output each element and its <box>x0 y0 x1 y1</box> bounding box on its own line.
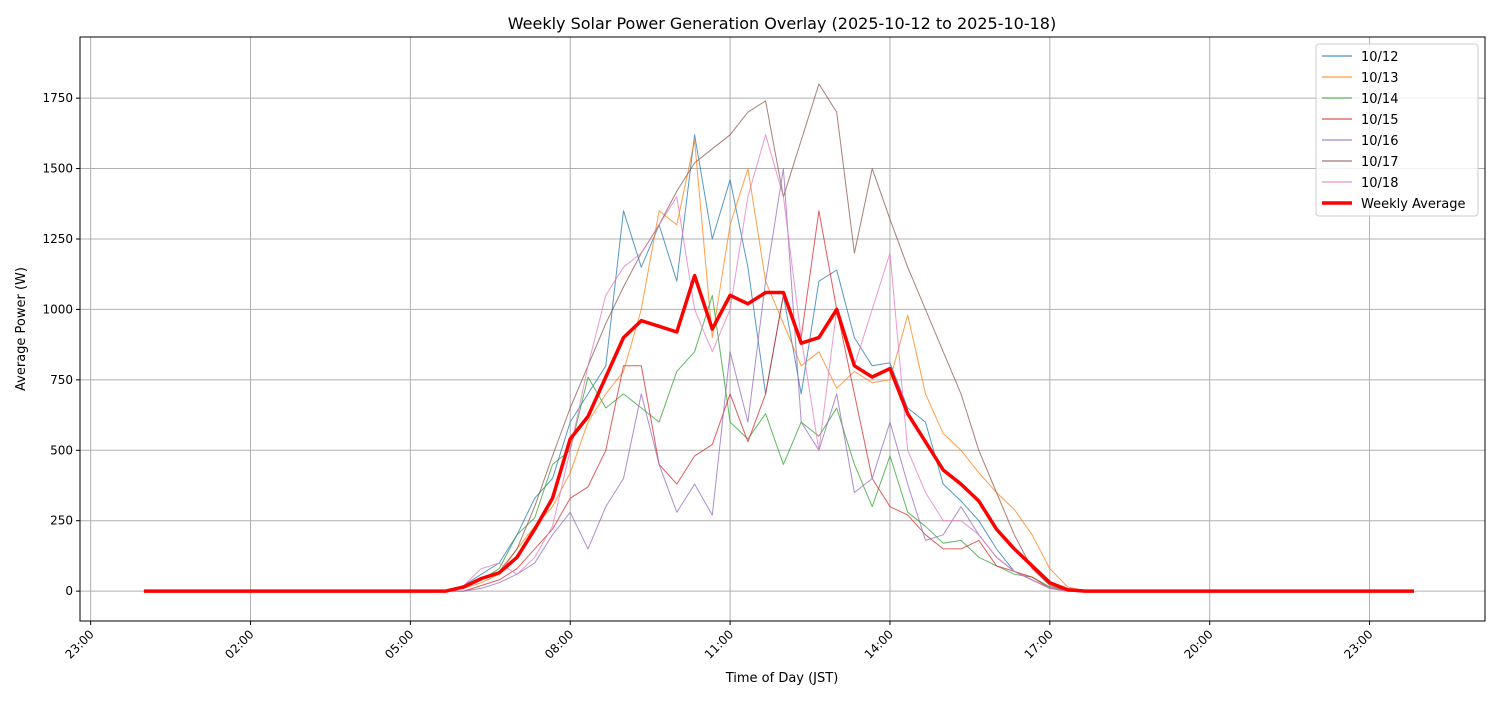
x-tick-label: 11:00 <box>702 627 736 661</box>
series-line-10-13 <box>143 139 1414 592</box>
y-tick-label: 0 <box>65 584 73 598</box>
y-axis-ticks: 0 250 500 750 1000 1250 1500 1750 <box>42 91 80 598</box>
series-line-weekly-average <box>143 273 1414 593</box>
legend-label: Weekly Average <box>1361 197 1465 212</box>
series-line-10-12 <box>143 134 1414 592</box>
x-tick-label: 02:00 <box>222 627 256 661</box>
x-tick-label: 20:00 <box>1181 627 1215 661</box>
x-tick-label: 05:00 <box>382 627 416 661</box>
series-line-10-14 <box>143 294 1414 592</box>
series-lines <box>143 83 1414 593</box>
legend-label: 10/16 <box>1361 134 1398 149</box>
series-line-10-15 <box>143 210 1414 592</box>
series-line-10-18 <box>143 134 1414 592</box>
y-tick-label: 1250 <box>42 232 73 246</box>
y-tick-label: 750 <box>50 373 73 387</box>
series-line-10-17 <box>143 83 1414 592</box>
x-tick-label: 23:00 <box>1341 627 1375 661</box>
y-tick-label: 1500 <box>42 162 73 176</box>
x-tick-label: 08:00 <box>542 627 576 661</box>
y-tick-label: 1750 <box>42 91 73 105</box>
grid-lines <box>80 37 1485 621</box>
legend-label: 10/18 <box>1361 176 1398 191</box>
y-tick-label: 250 <box>50 514 73 528</box>
x-tick-label: 14:00 <box>862 627 896 661</box>
y-axis-label: Average Power (W) <box>14 267 29 391</box>
y-tick-label: 1000 <box>42 302 73 316</box>
legend-box <box>1315 43 1479 217</box>
x-axis-label: Time of Day (JST) <box>725 671 839 686</box>
x-tick-label: 23:00 <box>62 627 96 661</box>
y-tick-label: 500 <box>50 443 73 457</box>
x-axis-ticks: 23:00 02:00 05:00 08:00 11:00 14:00 17:00 20:00… <box>62 621 1376 662</box>
chart-title: Weekly Solar Power Generation Overlay (2… <box>508 14 1056 33</box>
legend: 10/12 10/13 10/14 10/15 10/16 10/17 10/18 Weekl… <box>1315 43 1479 217</box>
legend-label: 10/17 <box>1361 155 1398 170</box>
plot-frame <box>79 36 1486 622</box>
legend-label: 10/15 <box>1361 113 1398 128</box>
legend-label: 10/14 <box>1361 92 1398 107</box>
x-tick-label: 17:00 <box>1022 627 1056 661</box>
legend-label: 10/12 <box>1361 50 1398 65</box>
legend-label: 10/13 <box>1361 71 1398 86</box>
